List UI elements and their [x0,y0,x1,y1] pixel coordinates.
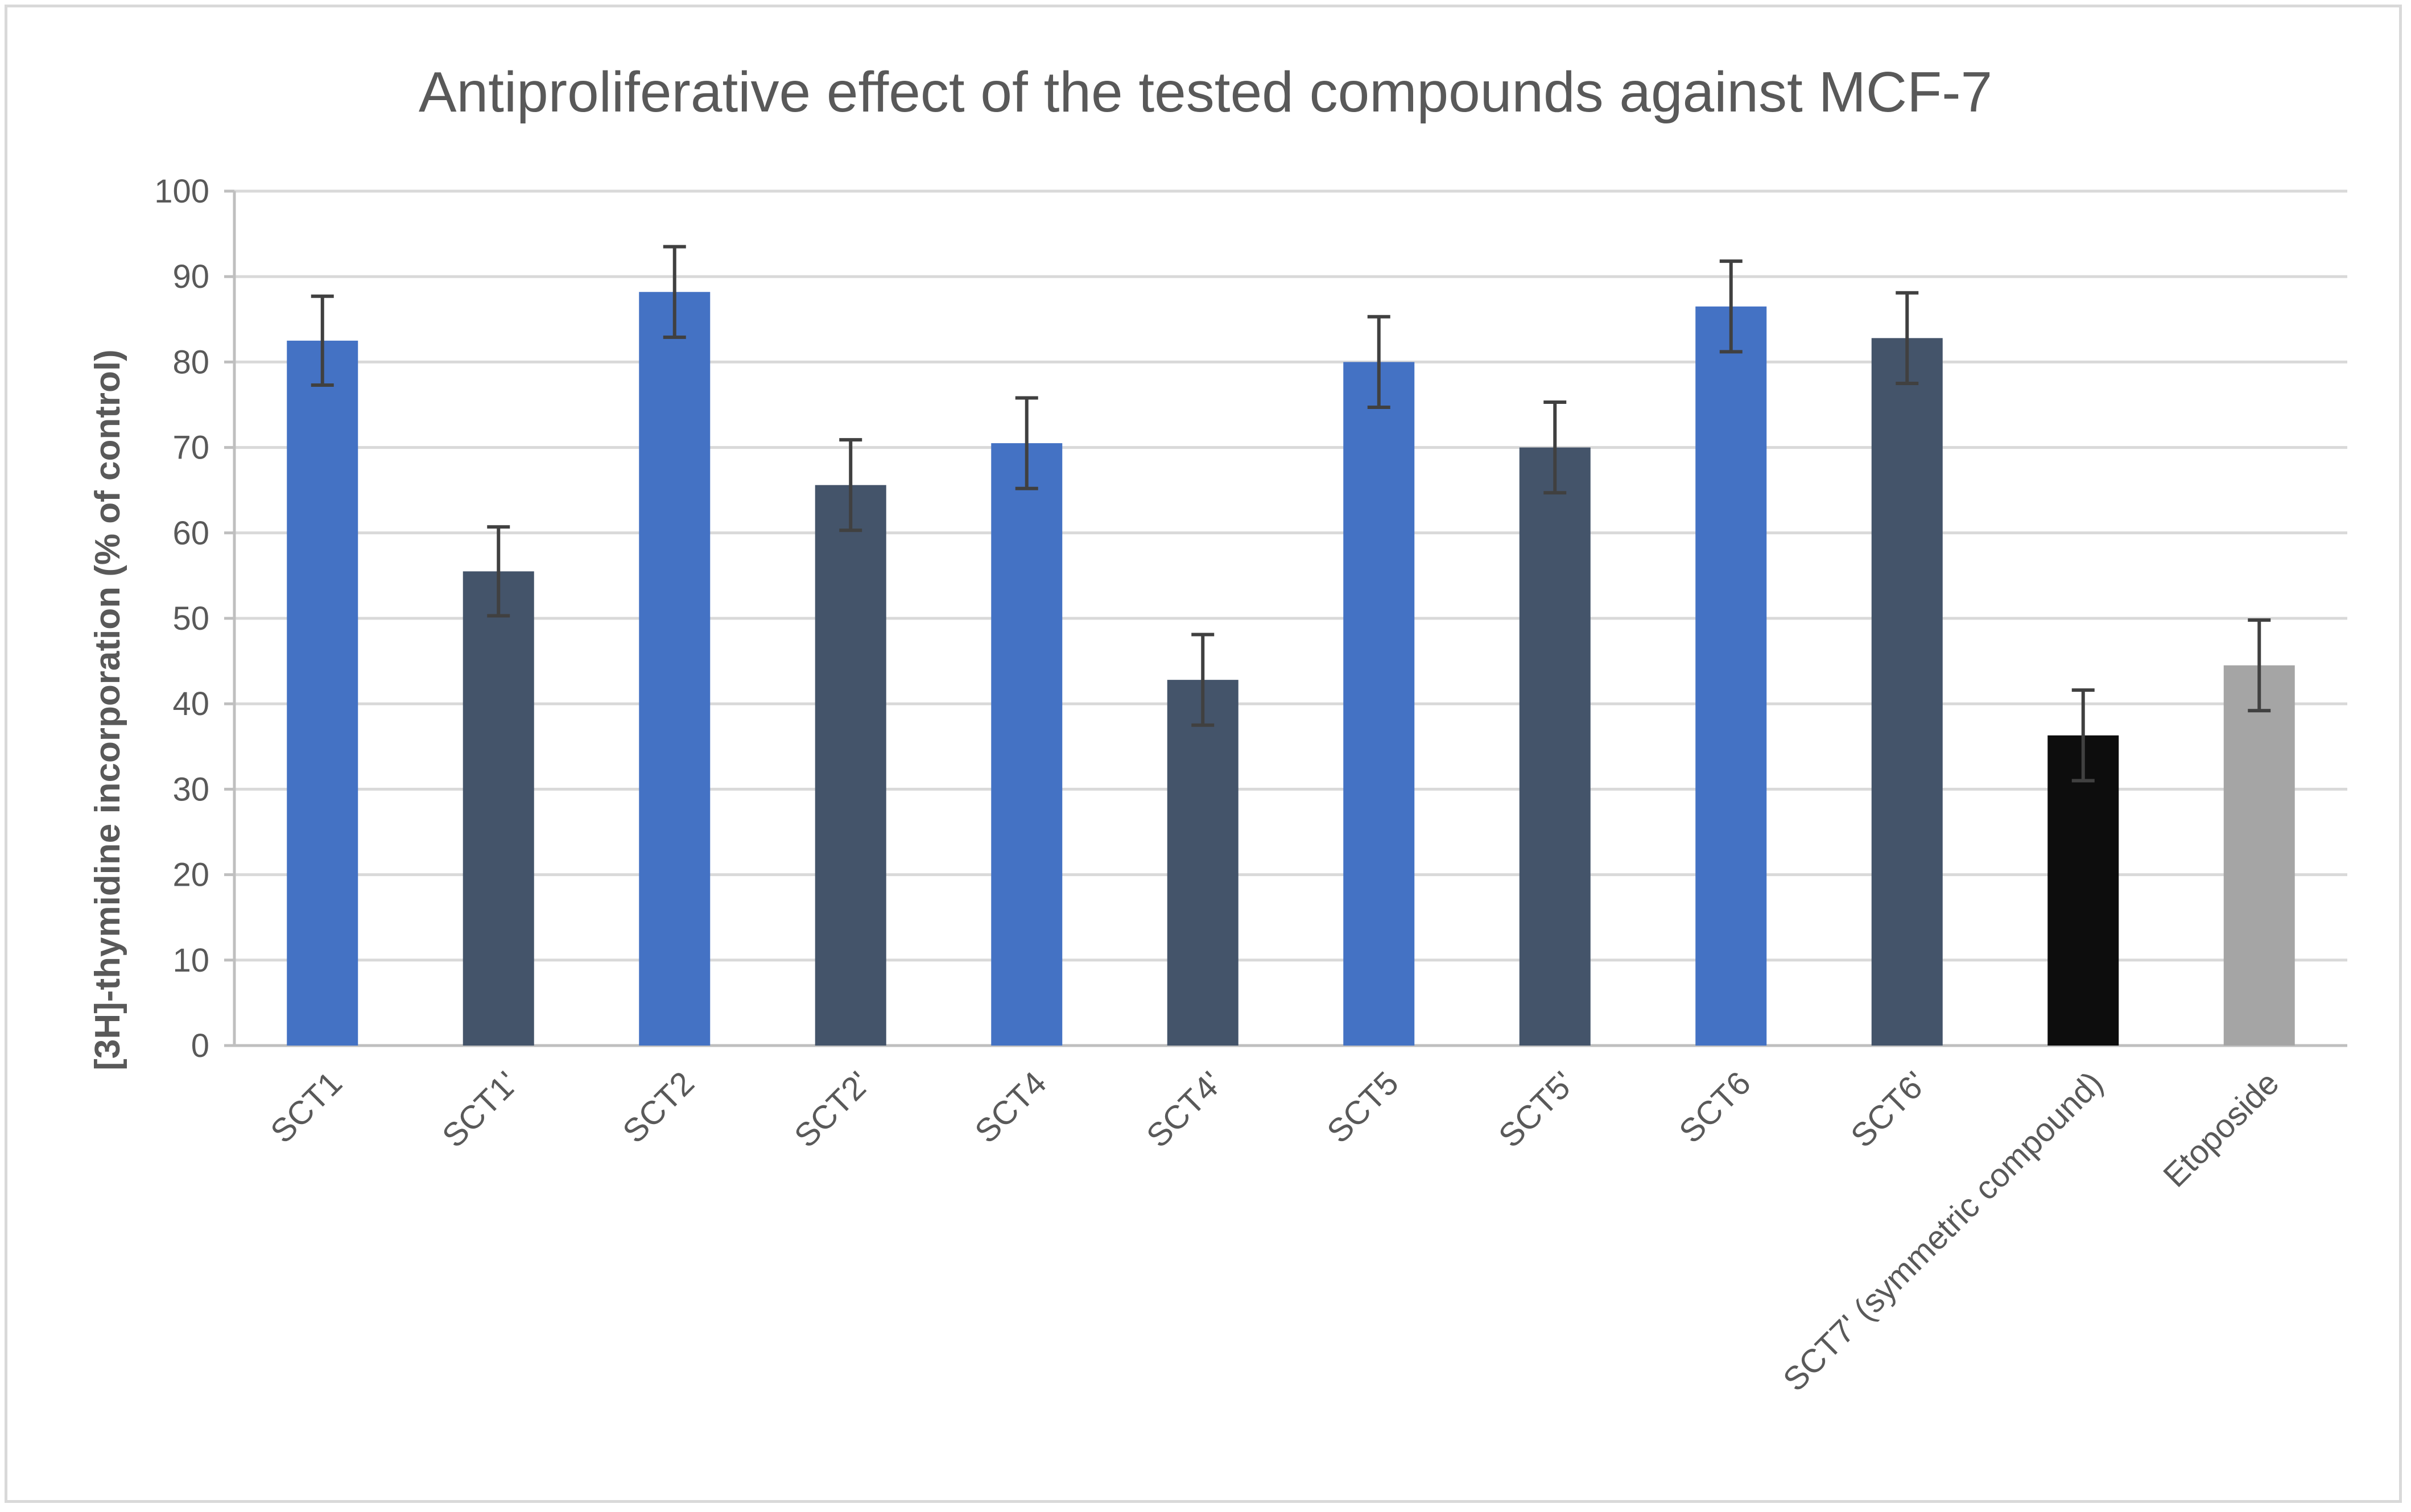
x-tick-label-3: SCT2' [787,1064,878,1155]
y-tick-label-60: 60 [172,515,209,552]
y-tick-label-70: 70 [172,429,209,466]
bar-10 [2047,735,2119,1046]
x-tick-label-6: SCT5 [1320,1064,1406,1150]
bar-5 [1167,680,1238,1046]
y-tick-label-40: 40 [172,685,209,722]
x-tick-label-4: SCT4 [968,1064,1054,1150]
bar-4 [991,443,1063,1046]
bar-6 [1343,362,1415,1046]
x-tick-label-9: SCT6' [1844,1064,1934,1155]
bar-7 [1519,447,1591,1046]
chart-title: Antiproliferative effect of the tested c… [419,60,1992,124]
y-tick-label-20: 20 [172,857,209,894]
x-tick-label-1: SCT1' [435,1064,526,1155]
y-tick-label-0: 0 [191,1027,209,1064]
x-tick-label-0: SCT1 [263,1064,349,1150]
y-tick-label-50: 50 [172,600,209,637]
x-tick-label-10: SCT7' (symmetric compound) [1776,1064,2110,1398]
y-tick-label-100: 100 [154,173,209,210]
y-tick-label-30: 30 [172,771,209,808]
y-tick-label-10: 10 [172,942,209,979]
gridlines [234,189,2347,962]
x-tick-labels: SCT1 SCT1' SCT2 SCT2' SCT4 SCT4' SCT5 SCT5' SCT6… [263,1064,2286,1398]
y-tick-label-80: 80 [172,344,209,381]
axes [224,189,2347,1047]
error-bars [311,245,2271,783]
bar-9 [1871,338,1943,1046]
x-tick-label-2: SCT2 [616,1064,701,1150]
bar-2 [639,292,711,1046]
x-tick-label-7: SCT5' [1492,1064,1582,1155]
bar-8 [1695,306,1767,1046]
x-tick-label-5: SCT4' [1140,1064,1230,1155]
x-tick-label-11: Etoposide [2156,1064,2286,1194]
bars [287,292,2295,1046]
x-tick-label-8: SCT6 [1672,1064,1758,1150]
y-tick-labels: 0 10 20 30 40 50 60 70 80 90 100 [154,173,209,1064]
y-axis-label: [3H]-thymidine incorporation (% of contr… [88,349,127,1071]
bar-3 [815,485,886,1046]
bar-1 [463,571,534,1046]
bar-11 [2223,665,2295,1046]
bar-0 [287,340,358,1046]
y-tick-label-90: 90 [172,258,209,295]
